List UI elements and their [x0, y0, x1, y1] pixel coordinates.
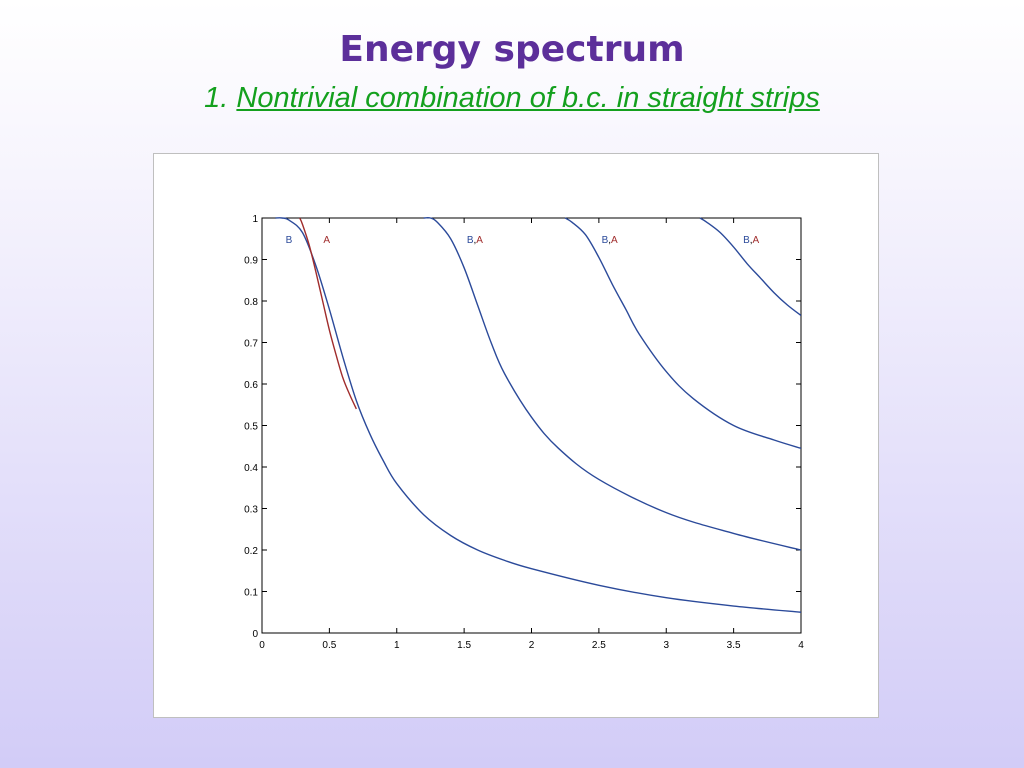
series-label-part: B [467, 235, 474, 246]
series-label: B [286, 235, 293, 246]
y-tick-label: 1 [252, 214, 258, 225]
series-label: A [323, 235, 330, 246]
y-tick-label: 0.1 [244, 588, 258, 599]
series-label-part: , [608, 235, 611, 246]
series-label-part: A [323, 235, 330, 246]
x-tick-label: 3 [663, 640, 669, 651]
x-tick-label: 0 [259, 640, 265, 651]
series-label-part: A [476, 235, 483, 246]
y-tick-label: 0.2 [244, 546, 258, 557]
series-line-5 [699, 217, 801, 317]
energy-spectrum-chart: 0 0.5 1 1.5 2 2.5 3 3.5 4 0 0.1 0.2 0.3 0.4 0.5 0.6 0.7 0… [244, 214, 804, 651]
x-tick-label: 1 [394, 640, 400, 651]
y-tick-label: 0.4 [244, 463, 258, 474]
y-tick-label: 0.6 [244, 380, 258, 391]
y-tick-label: 0.7 [244, 339, 258, 350]
figure-panel: 0 0.5 1 1.5 2 2.5 3 3.5 4 0 0.1 0.2 0.3 0.4 0.5 0.6 0.7 0… [153, 153, 879, 718]
plot-frame [261, 217, 802, 634]
x-tick-label: 4 [798, 640, 804, 651]
subtitle-number: 1. [204, 82, 229, 114]
series-line-3 [423, 217, 801, 551]
series-line-1 [275, 217, 801, 613]
slide-title: Energy spectrum [339, 29, 685, 70]
slide-subtitle: 1. Nontrivial combination of b.c. in str… [0, 80, 1024, 116]
series-label: B,A [467, 235, 483, 246]
x-tick-label: 0.5 [322, 640, 336, 651]
series-line-2 [299, 217, 357, 410]
y-tick-label: 0.5 [244, 422, 258, 433]
series-label-part: , [474, 235, 477, 246]
x-tick-label: 2.5 [592, 640, 606, 651]
series-label-part: A [611, 235, 618, 246]
y-tick-label: 0 [252, 629, 258, 640]
series-line-4 [564, 217, 801, 449]
x-tick-label: 2 [529, 640, 535, 651]
series-label-part: , [750, 235, 753, 246]
series-label-part: B [743, 235, 750, 246]
x-tick-label: 1.5 [457, 640, 471, 651]
series-label: B,A [743, 235, 759, 246]
series-label-part: B [286, 235, 293, 246]
subtitle-text: Nontrivial combination of b.c. in straig… [236, 82, 820, 114]
x-tick-label: 3.5 [727, 640, 741, 651]
series-label-part: B [602, 235, 609, 246]
series-label: B,A [602, 235, 618, 246]
y-tick-label: 0.3 [244, 505, 258, 516]
y-tick-label: 0.8 [244, 297, 258, 308]
series-label-part: A [753, 235, 760, 246]
y-tick-label: 0.9 [244, 256, 258, 267]
